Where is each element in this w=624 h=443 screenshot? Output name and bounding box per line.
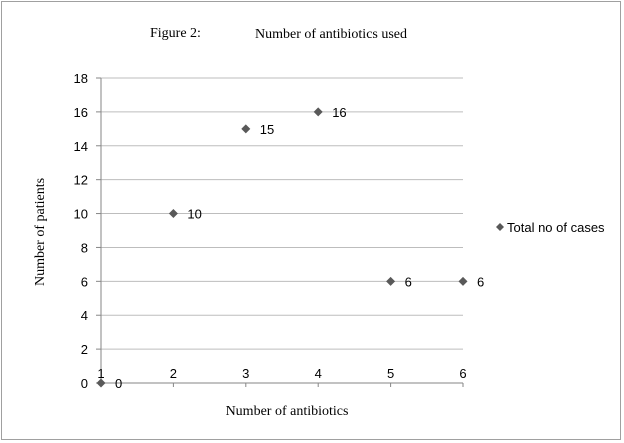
- y-tick-label: 0: [81, 376, 88, 391]
- y-tick-label: 6: [81, 274, 88, 289]
- x-tick-labels: 1 2 3 4 5 6: [97, 366, 466, 381]
- data-label: 16: [332, 105, 346, 120]
- data-labels: 0 10 15 16 6 6: [115, 105, 484, 391]
- data-label: 0: [115, 376, 122, 391]
- x-tick-label: 6: [459, 366, 466, 381]
- x-tick-label: 3: [242, 366, 249, 381]
- legend-label: Total no of cases: [507, 220, 605, 235]
- figure-label: Figure 2:: [150, 26, 201, 41]
- x-tick-label: 5: [387, 366, 394, 381]
- y-tick-label: 8: [81, 240, 88, 255]
- x-tick-label: 4: [315, 366, 322, 381]
- y-tick-label: 14: [74, 139, 88, 154]
- y-tick-label: 10: [74, 207, 88, 222]
- y-tick-label: 18: [74, 71, 88, 86]
- data-label: 15: [260, 122, 274, 137]
- y-tick-labels: 0 2 4 6 8 10 12 14 16 18: [74, 71, 88, 391]
- y-tick-label: 12: [74, 173, 88, 188]
- chart-title: Number of antibiotics used: [255, 27, 407, 42]
- y-tick-label: 16: [74, 105, 88, 120]
- y-tick-label: 4: [81, 308, 88, 323]
- x-tick-label: 2: [170, 366, 177, 381]
- data-point: [241, 124, 251, 134]
- x-tick-label: 1: [97, 366, 104, 381]
- y-tick-label: 2: [81, 342, 88, 357]
- data-point: [386, 276, 396, 286]
- legend: Total no of cases: [496, 220, 605, 235]
- legend-marker-diamond: [496, 223, 504, 231]
- gridlines: [101, 77, 463, 350]
- data-label: 6: [477, 274, 484, 289]
- y-axis-label: Number of patients: [33, 178, 48, 286]
- data-point: [168, 209, 178, 219]
- data-point: [458, 276, 468, 286]
- data-points: [96, 107, 468, 388]
- axes: [96, 77, 464, 387]
- x-axis-label: Number of antibiotics: [226, 404, 349, 419]
- data-label: 10: [187, 207, 201, 222]
- data-point: [313, 107, 323, 117]
- data-label: 6: [405, 274, 412, 289]
- data-point: [96, 378, 106, 388]
